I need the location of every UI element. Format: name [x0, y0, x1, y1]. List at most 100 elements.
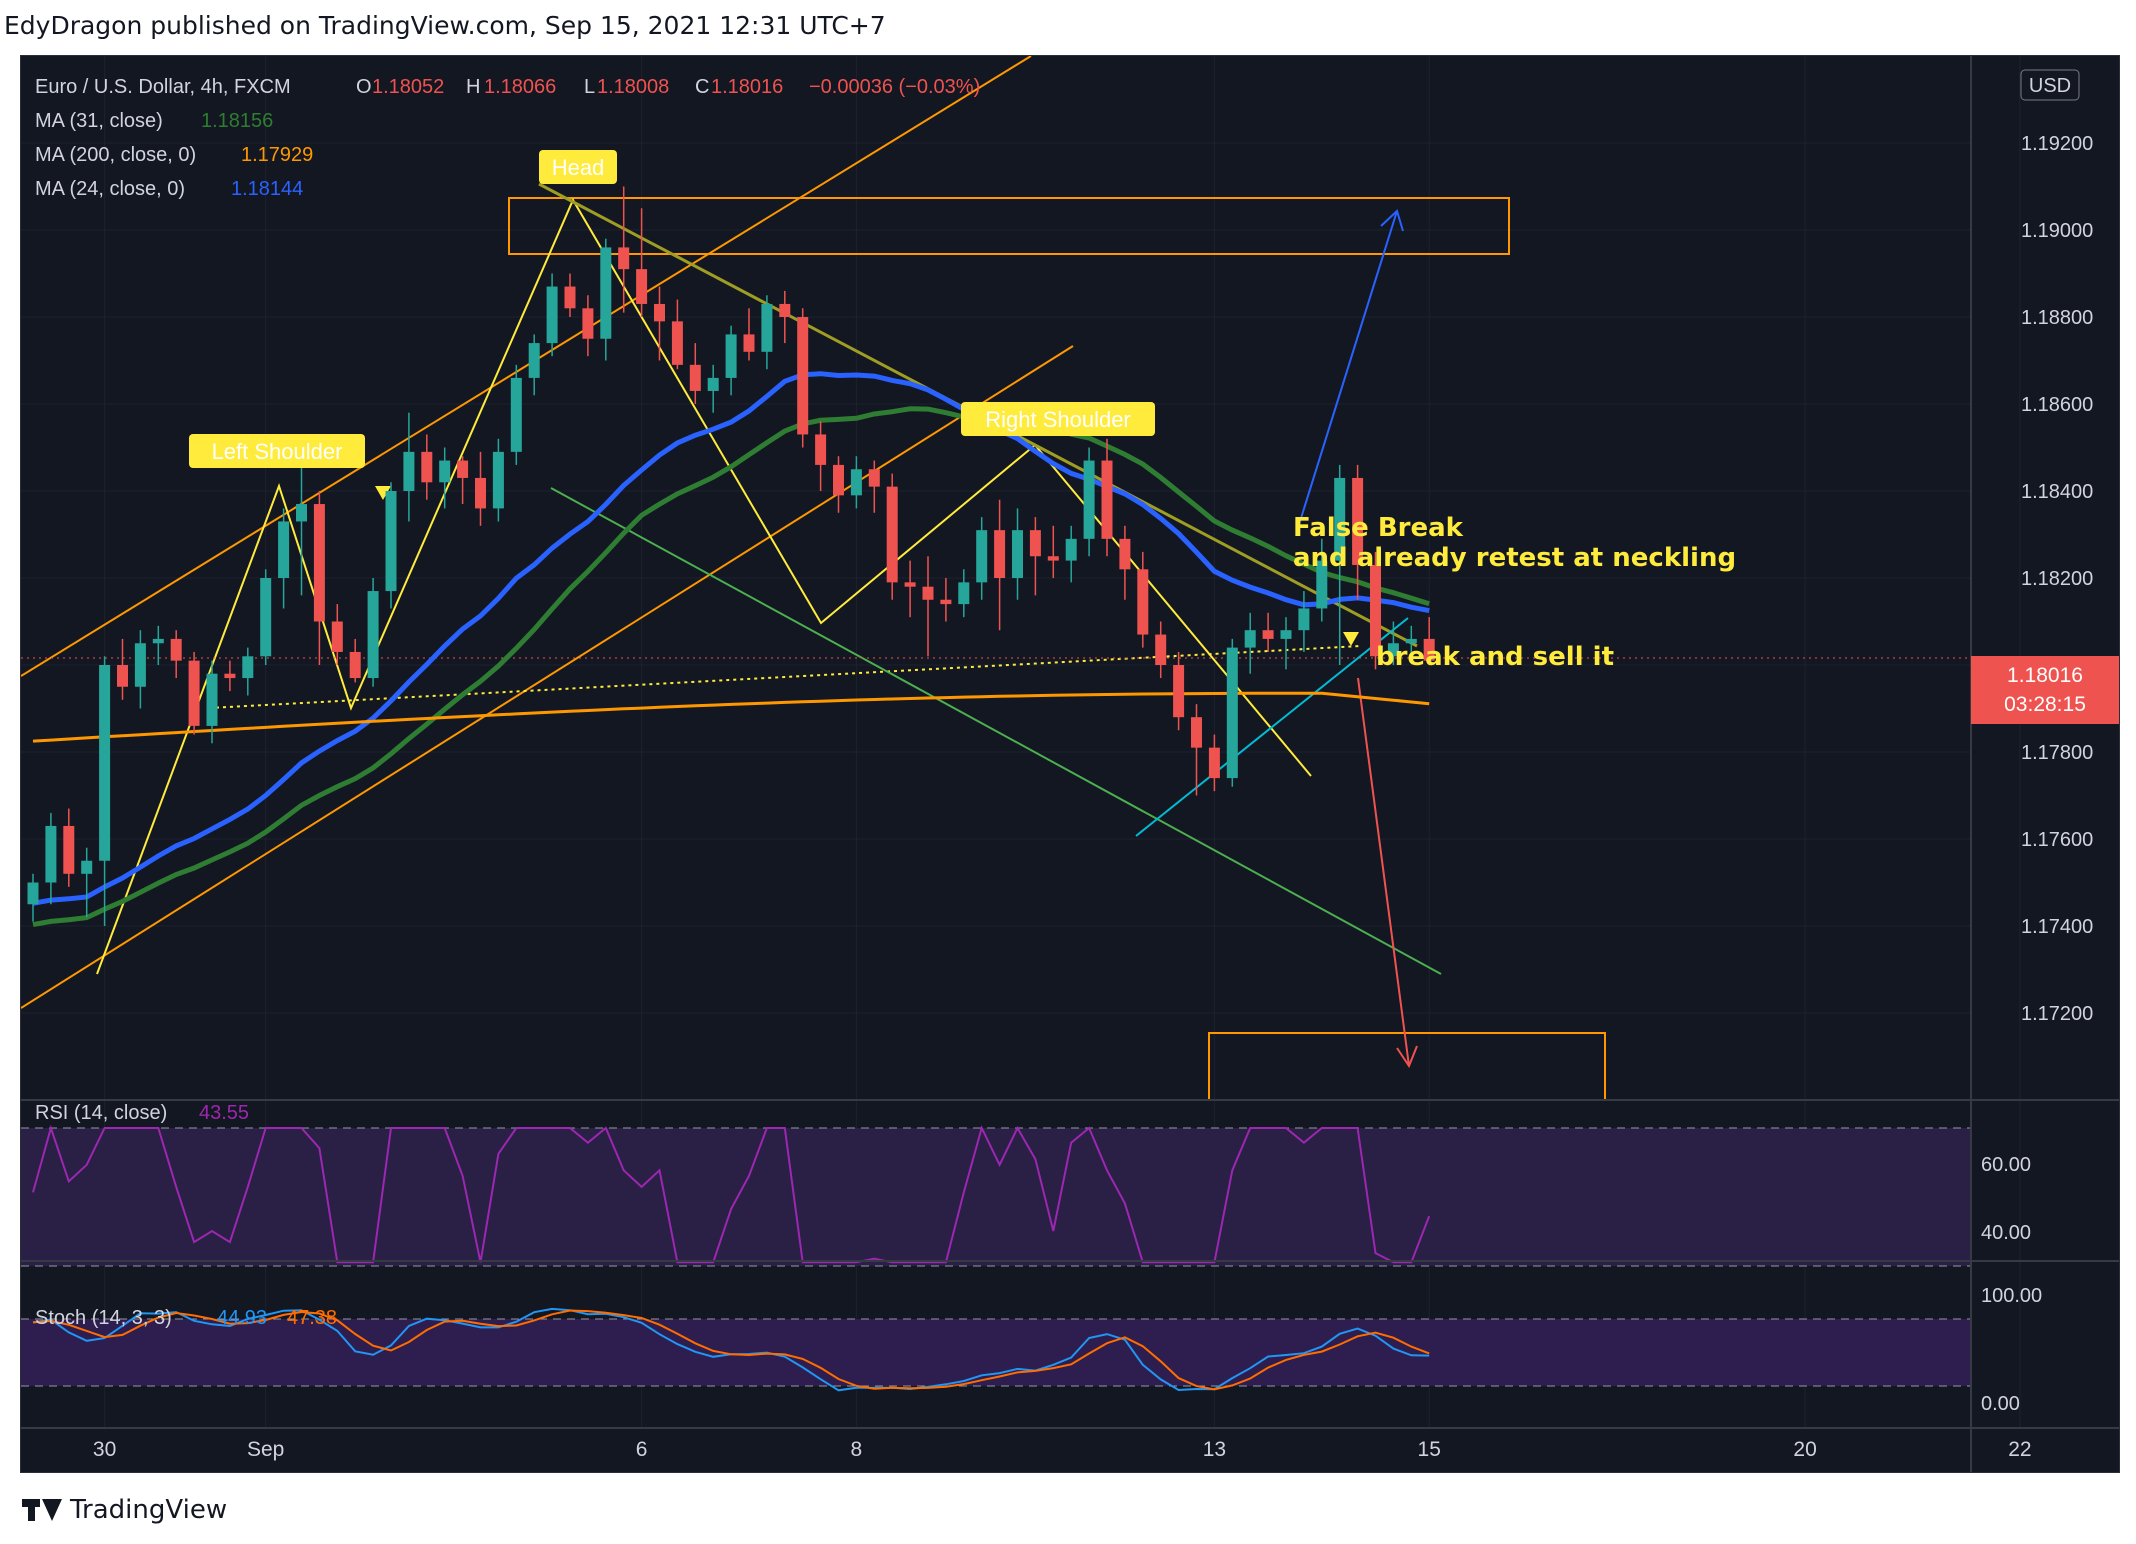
- rsi-label: RSI (14, close): [35, 1102, 167, 1124]
- candle-body: [1137, 569, 1149, 635]
- candle-body: [1298, 608, 1310, 631]
- price-tick: 1.17800: [2021, 742, 2093, 764]
- candle-body: [1262, 630, 1274, 639]
- rsi-pane: [21, 1127, 1971, 1267]
- upper-target-box: [508, 197, 1510, 255]
- price-tick: 1.18200: [2021, 568, 2093, 590]
- bar-countdown: 03:28:15: [2004, 693, 2086, 716]
- bullish-arrowhead: [1380, 209, 1404, 232]
- legend-o-label: O: [356, 76, 372, 98]
- candle-body: [188, 660, 200, 726]
- candle-body: [1352, 477, 1364, 565]
- candle-body: [349, 651, 361, 679]
- price-tick: 1.18600: [2021, 394, 2093, 416]
- price-tick: 1.17600: [2021, 829, 2093, 851]
- price-axis: 1.19200 1.19000 1.18800 1.18600 1.18400 1.182…: [21, 56, 2119, 1472]
- candle-body: [313, 504, 325, 622]
- candle-body: [170, 638, 182, 661]
- candle-body: [636, 269, 648, 304]
- bearish-projection: [1357, 677, 1410, 1067]
- candle-body: [618, 247, 630, 270]
- candle-body: [367, 591, 379, 679]
- last-price-badge: [1971, 656, 2119, 724]
- candle-body: [725, 334, 737, 378]
- candle-body: [1173, 665, 1185, 718]
- price-tick: 1.18400: [2021, 481, 2093, 503]
- stoch-band: [21, 1319, 1971, 1386]
- price-tick: 1.18800: [2021, 307, 2093, 329]
- candle-body: [1029, 530, 1041, 557]
- time-tick: 13: [1203, 1438, 1226, 1461]
- stoch-tick-0: 0.00: [1981, 1393, 2020, 1415]
- candle-body: [27, 882, 39, 905]
- ma24-value: 1.18144: [231, 178, 303, 200]
- candle-body: [296, 504, 307, 522]
- candle-body: [1423, 638, 1435, 661]
- candle-body: [331, 621, 343, 652]
- candle-body: [1083, 460, 1095, 539]
- candle-body: [152, 638, 164, 644]
- candle-body: [886, 486, 898, 583]
- break-sell-text: break and sell it: [1376, 642, 1614, 672]
- ma200-value: 1.17929: [241, 144, 313, 166]
- rsi-tick-60: 60.00: [1981, 1154, 2031, 1176]
- time-tick: 6: [636, 1438, 648, 1461]
- currency-button[interactable]: [2020, 69, 2080, 101]
- retest-text: and already retest at neckling: [1293, 543, 1736, 573]
- candle-body: [1405, 638, 1417, 644]
- price-tick: 1.19200: [2021, 133, 2093, 155]
- stoch-d-value: 47.38: [287, 1307, 337, 1329]
- legend-c-label: C: [695, 76, 709, 98]
- ma31-line: [32, 406, 1430, 928]
- legend-l-label: L: [584, 76, 595, 98]
- candle-body: [1316, 560, 1328, 609]
- price-tick: 1.17200: [2021, 1003, 2093, 1025]
- right-shoulder-box: [961, 402, 1155, 436]
- head-label-box: [539, 150, 617, 184]
- stoch-k-value: 44.93: [217, 1307, 267, 1329]
- legend-close: 1.18016: [711, 76, 783, 98]
- channel-lower-line: [21, 345, 1074, 1009]
- candle-body: [707, 377, 719, 391]
- tradingview-logo-icon: [22, 1497, 62, 1523]
- candle-body: [1047, 556, 1059, 561]
- candle-body: [868, 469, 880, 487]
- candles: [27, 186, 1435, 926]
- price-chart[interactable]: 1.19200 1.19000 1.18800 1.18600 1.18400 1.182…: [21, 56, 2119, 1472]
- right-shoulder-label: Right Shoulder: [985, 407, 1131, 432]
- chart-panel[interactable]: 1.19200 1.19000 1.18800 1.18600 1.18400 1.182…: [20, 55, 2120, 1473]
- candle-body: [940, 599, 952, 605]
- footer-brand: TradingView: [70, 1495, 228, 1525]
- candle-body: [1101, 460, 1113, 539]
- rsi-tick-40: 40.00: [1981, 1222, 2031, 1244]
- candle-body: [421, 451, 433, 483]
- ma31-label: MA (31, close): [35, 110, 163, 132]
- candle-body: [833, 464, 844, 496]
- candle-body: [1244, 630, 1256, 648]
- ma24-label: MA (24, close, 0): [35, 178, 185, 200]
- candle-body: [815, 434, 827, 465]
- left-shoulder-label: Left Shoulder: [212, 439, 343, 464]
- stoch-d-line: [32, 1309, 1430, 1391]
- candle-body: [1226, 647, 1238, 779]
- legend-open: 1.18052: [372, 76, 444, 98]
- oscillators: [32, 1124, 1431, 1392]
- price-tick: 1.17400: [2021, 916, 2093, 938]
- candle-body: [1012, 530, 1023, 578]
- candle-body: [1065, 538, 1077, 561]
- price-tick: 1.19000: [2021, 220, 2093, 242]
- currency-label: USD: [2029, 75, 2071, 97]
- candle-body: [278, 521, 290, 578]
- time-tick: 8: [851, 1438, 863, 1461]
- legend-low: 1.18008: [597, 76, 669, 98]
- candle-body: [994, 530, 1006, 578]
- candle-body: [510, 377, 522, 452]
- candle-body: [1370, 564, 1381, 657]
- candle-body: [850, 469, 862, 496]
- candle-body: [206, 673, 218, 726]
- candle-body: [475, 477, 486, 509]
- down-marker: [1343, 632, 1359, 646]
- legend-symbol: Euro / U.S. Dollar, 4h, FXCM: [35, 76, 291, 98]
- candle-body: [385, 491, 397, 592]
- ma200-line: [32, 691, 1430, 743]
